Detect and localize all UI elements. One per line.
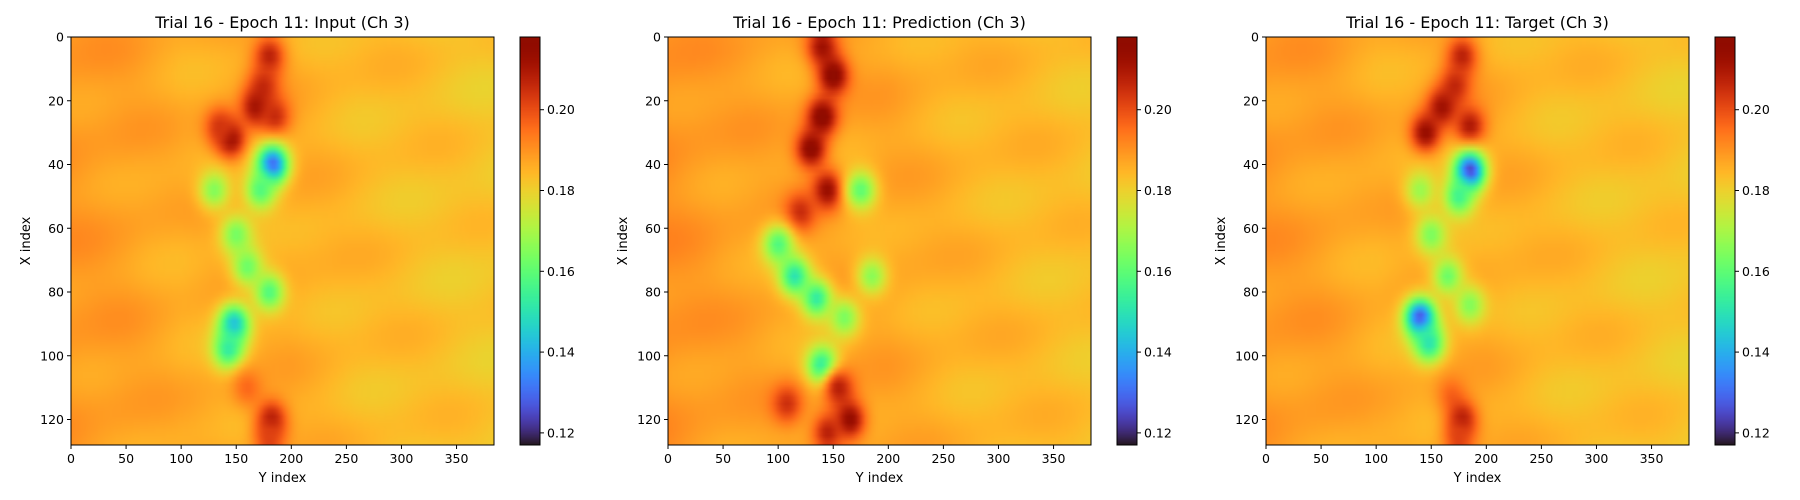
colorbar-tick-label: 0.20 xyxy=(1742,102,1770,117)
colorbar: 0.12 0.14 0.16 0.18 0.20 xyxy=(1714,36,1770,446)
heatmap-image xyxy=(71,37,494,445)
x-tick-label: 300 xyxy=(1585,451,1609,466)
heatmap-panel-3: Trial 16 - Epoch 11: Target (Ch 3) 0 50 100… xyxy=(1214,13,1770,486)
y-tick-label: 120 xyxy=(40,412,64,427)
colorbar-tick-label: 0.18 xyxy=(1144,183,1172,198)
x-tick-label: 150 xyxy=(1419,451,1443,466)
y-tick-label: 0 xyxy=(56,30,64,45)
x-tick-label: 50 xyxy=(118,451,134,466)
x-tick-label: 250 xyxy=(1529,451,1553,466)
colorbar-tick-label: 0.14 xyxy=(1742,345,1770,360)
x-tick-label: 0 xyxy=(664,451,672,466)
x-tick-label: 300 xyxy=(987,451,1011,466)
y-tick-label: 100 xyxy=(1235,348,1259,363)
x-tick-label: 250 xyxy=(931,451,955,466)
x-tick-label: 200 xyxy=(876,451,900,466)
colorbar-tick-label: 0.12 xyxy=(1144,425,1172,440)
colorbar-frame xyxy=(1116,36,1138,446)
y-tick-label: 100 xyxy=(637,348,661,363)
y-axis-label: X index xyxy=(19,216,34,265)
chart-title: Trial 16 - Epoch 11: Input (Ch 3) xyxy=(154,13,410,32)
colorbar-frame xyxy=(519,36,541,446)
x-tick-label: 0 xyxy=(1262,451,1270,466)
colorbar-tick-label: 0.14 xyxy=(1144,345,1172,360)
colorbar-tick-label: 0.12 xyxy=(547,425,575,440)
x-tick-label: 350 xyxy=(1042,451,1066,466)
y-tick-label: 40 xyxy=(645,157,661,172)
x-tick-label: 50 xyxy=(1313,451,1329,466)
x-tick-label: 100 xyxy=(1364,451,1388,466)
chart-title: Trial 16 - Epoch 11: Target (Ch 3) xyxy=(1345,13,1609,32)
y-axis-label: X index xyxy=(1214,216,1229,265)
x-tick-label: 250 xyxy=(334,451,358,466)
y-tick-label: 0 xyxy=(653,30,661,45)
y-tick-label: 20 xyxy=(48,93,64,108)
colorbar-gradient xyxy=(520,37,540,445)
x-tick-label: 350 xyxy=(445,451,469,466)
y-tick-label: 60 xyxy=(48,221,64,236)
axes-frame xyxy=(70,36,495,446)
axes-frame xyxy=(1265,36,1690,446)
x-tick-label: 0 xyxy=(67,451,75,466)
colorbar-tick-label: 0.20 xyxy=(547,102,575,117)
x-tick-label: 300 xyxy=(390,451,414,466)
y-tick-label: 20 xyxy=(645,93,661,108)
colorbar-tick-label: 0.16 xyxy=(1742,264,1770,279)
colorbar-frame xyxy=(1714,36,1736,446)
x-axis-label: Y index xyxy=(258,471,307,486)
colorbar-tick-label: 0.20 xyxy=(1144,102,1172,117)
y-tick-label: 60 xyxy=(1243,221,1259,236)
heatmap-panel-1: Trial 16 - Epoch 11: Input (Ch 3) 0 50 100 1… xyxy=(19,13,575,486)
heatmap-panel-2: Trial 16 - Epoch 11: Prediction (Ch 3) 0 5… xyxy=(616,13,1172,486)
y-tick-label: 40 xyxy=(48,157,64,172)
y-tick-label: 100 xyxy=(40,348,64,363)
x-tick-label: 200 xyxy=(1474,451,1498,466)
colorbar-tick-label: 0.16 xyxy=(1144,264,1172,279)
colorbar-gradient xyxy=(1715,37,1735,445)
x-tick-label: 150 xyxy=(224,451,248,466)
y-tick-label: 120 xyxy=(637,412,661,427)
x-axis-label: Y index xyxy=(855,471,904,486)
x-tick-label: 150 xyxy=(821,451,845,466)
chart-title: Trial 16 - Epoch 11: Prediction (Ch 3) xyxy=(732,13,1026,32)
colorbar-tick-label: 0.16 xyxy=(547,264,575,279)
x-tick-label: 50 xyxy=(715,451,731,466)
x-tick-label: 100 xyxy=(766,451,790,466)
y-tick-label: 80 xyxy=(645,285,661,300)
heatmap-image xyxy=(668,37,1091,445)
heatmap-image xyxy=(1266,37,1689,445)
x-axis-label: Y index xyxy=(1453,471,1502,486)
colorbar: 0.12 0.14 0.16 0.18 0.20 xyxy=(519,36,575,446)
colorbar-tick-label: 0.18 xyxy=(1742,183,1770,198)
y-tick-label: 0 xyxy=(1251,30,1259,45)
y-tick-label: 40 xyxy=(1243,157,1259,172)
x-tick-label: 200 xyxy=(279,451,303,466)
y-axis-label: X index xyxy=(616,216,631,265)
colorbar-tick-label: 0.12 xyxy=(1742,425,1770,440)
colorbar-tick-label: 0.18 xyxy=(547,183,575,198)
y-tick-label: 20 xyxy=(1243,93,1259,108)
y-tick-label: 80 xyxy=(48,285,64,300)
colorbar: 0.12 0.14 0.16 0.18 0.20 xyxy=(1116,36,1172,446)
colorbar-gradient xyxy=(1117,37,1137,445)
y-tick-label: 60 xyxy=(645,221,661,236)
axes-frame xyxy=(667,36,1092,446)
y-tick-label: 120 xyxy=(1235,412,1259,427)
x-tick-label: 350 xyxy=(1640,451,1664,466)
x-tick-label: 100 xyxy=(169,451,193,466)
y-tick-label: 80 xyxy=(1243,285,1259,300)
colorbar-tick-label: 0.14 xyxy=(547,345,575,360)
